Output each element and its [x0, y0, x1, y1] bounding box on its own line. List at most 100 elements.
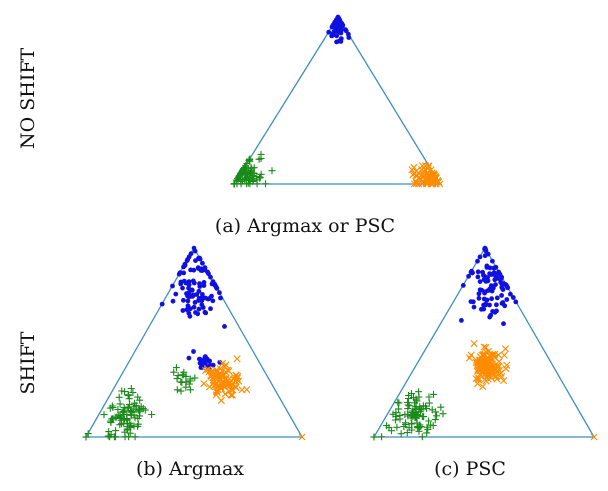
data-point-x — [412, 177, 420, 186]
data-point-x — [470, 340, 478, 348]
data-point-circle — [508, 291, 513, 297]
vertex-marker-plus — [370, 433, 378, 441]
data-point-x — [208, 367, 216, 375]
data-point-plus — [121, 388, 129, 396]
data-point-circle — [218, 295, 223, 301]
data-point-x — [500, 351, 508, 359]
data-point-circle — [504, 297, 510, 302]
data-point-circle — [480, 269, 485, 275]
data-point-plus — [431, 416, 439, 424]
data-point-plus — [392, 412, 400, 420]
data-point-x — [481, 375, 489, 384]
data-point-circle — [475, 274, 481, 280]
data-point-x — [200, 380, 208, 388]
data-point-x — [472, 356, 480, 364]
data-point-plus — [186, 386, 194, 394]
data-point-plus — [416, 421, 424, 429]
data-point-plus — [405, 424, 413, 432]
data-point-x — [431, 177, 439, 185]
panel-b-group — [82, 245, 306, 441]
data-point-circle — [181, 270, 187, 276]
data-point-circle — [196, 298, 201, 303]
data-point-circle — [490, 309, 495, 314]
data-point-x — [498, 373, 506, 381]
data-point-plus — [405, 395, 412, 402]
data-point-circle — [173, 291, 179, 297]
data-point-circle — [498, 275, 504, 281]
data-point-x — [412, 180, 421, 188]
data-point-circle — [485, 275, 490, 280]
data-point-x — [501, 345, 510, 353]
data-point-plus — [429, 422, 437, 429]
data-point-plus — [124, 425, 132, 433]
data-point-plus — [237, 170, 245, 177]
data-point-plus — [134, 420, 142, 428]
data-point-plus — [425, 399, 433, 407]
data-point-plus — [378, 433, 386, 441]
vertex-marker-x — [298, 433, 306, 441]
data-point-plus — [248, 165, 256, 173]
data-point-circle — [184, 307, 190, 312]
data-point-plus — [234, 175, 241, 183]
data-point-circle — [222, 324, 227, 329]
data-point-circle — [191, 304, 197, 310]
data-point-circle — [197, 356, 202, 362]
data-point-circle — [346, 35, 352, 40]
data-point-circle — [476, 291, 482, 297]
data-point-circle — [187, 313, 193, 319]
data-point-plus — [256, 174, 264, 182]
data-point-plus — [119, 407, 127, 415]
data-point-x — [221, 390, 229, 398]
data-point-circle — [206, 271, 211, 277]
data-point-plus — [131, 399, 139, 407]
data-point-circle — [186, 285, 192, 291]
data-point-plus — [174, 372, 182, 380]
data-point-x — [478, 351, 487, 359]
data-point-x — [482, 343, 490, 352]
data-point-plus — [403, 429, 411, 437]
data-point-circle — [487, 314, 493, 320]
data-point-plus — [186, 375, 194, 383]
data-point-circle — [499, 285, 505, 290]
data-point-x — [217, 396, 225, 405]
data-point-x — [225, 387, 233, 395]
data-point-circle — [483, 301, 489, 307]
data-point-circle — [188, 267, 194, 273]
data-point-plus — [148, 411, 156, 418]
data-point-plus — [173, 386, 181, 394]
data-point-plus — [425, 393, 433, 401]
data-point-plus — [246, 176, 254, 184]
data-point-plus — [131, 414, 139, 422]
data-point-circle — [499, 293, 504, 298]
data-point-plus — [423, 429, 431, 437]
data-point-plus — [104, 432, 112, 440]
data-point-x — [232, 377, 240, 385]
data-point-x — [485, 352, 494, 360]
data-point-plus — [393, 423, 401, 431]
data-point-circle — [184, 258, 190, 263]
data-point-circle — [196, 306, 202, 312]
data-point-x — [495, 366, 503, 374]
data-point-x — [481, 360, 489, 368]
data-point-plus — [131, 433, 139, 441]
data-point-plus — [245, 156, 253, 164]
data-point-plus — [106, 433, 114, 441]
data-point-plus — [128, 408, 136, 416]
data-point-x — [421, 175, 429, 183]
data-point-plus — [191, 374, 199, 382]
data-point-plus — [394, 398, 402, 406]
data-point-circle — [501, 321, 506, 327]
data-point-plus — [126, 419, 134, 427]
data-point-circle — [510, 295, 516, 300]
data-point-plus — [123, 415, 131, 422]
data-point-x — [229, 386, 237, 394]
data-point-x — [474, 363, 482, 371]
data-point-plus — [112, 427, 120, 435]
data-point-circle — [208, 306, 213, 312]
data-point-plus — [118, 387, 126, 395]
data-point-plus — [107, 415, 115, 423]
data-point-x — [474, 380, 482, 388]
data-point-circle — [513, 299, 519, 305]
data-point-plus — [249, 171, 256, 179]
